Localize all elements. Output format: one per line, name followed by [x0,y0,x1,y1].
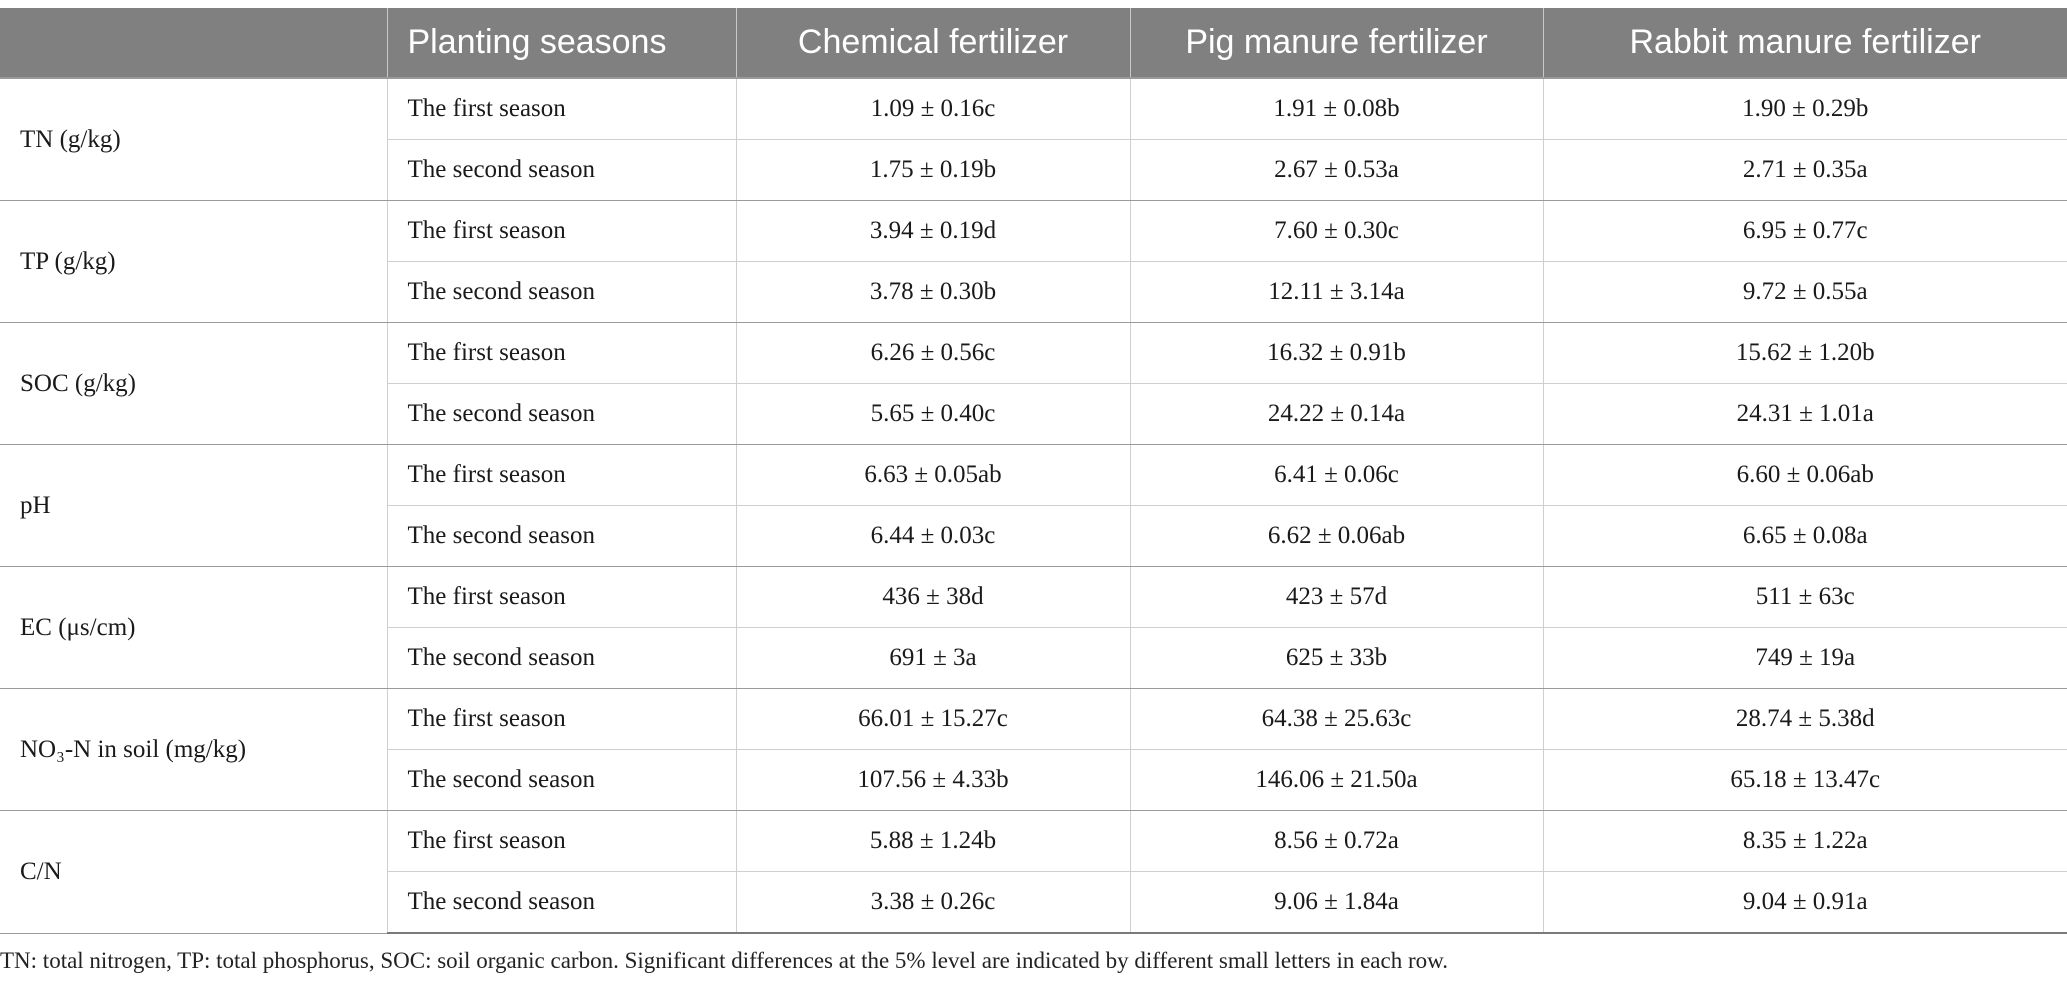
table-row: C/N The first season 5.88 ± 1.24b 8.56 ± 0.… [0,810,2067,934]
season-cell: The second season [386,749,736,811]
header-blank [0,8,387,79]
parameter-cell: pH [0,444,387,567]
value-cell: 16.32 ± 0.91b [1129,322,1543,384]
header-pig-manure-fertilizer: Pig manure fertilizer [1129,8,1543,79]
table-footnote: TN: total nitrogen, TP: total phosphorus… [0,948,1448,973]
value-cell: 107.56 ± 4.33b [735,749,1130,811]
value-cell: 436 ± 38d [735,566,1130,628]
parameter-cell: C/N [0,810,387,934]
value-cell: 1.09 ± 0.16c [735,78,1130,140]
value-cell: 749 ± 19a [1542,627,2067,689]
parameter-cell: TP (g/kg) [0,200,387,323]
season-cell: The first season [386,200,736,262]
value-cell: 6.26 ± 0.56c [735,322,1130,384]
table-row: SOC (g/kg) The first season 6.26 ± 0.56c 16… [0,322,2067,445]
table-row: NO₃-N in soil (mg/kg) The first season 66.… [0,688,2067,811]
value-cell: 6.44 ± 0.03c [735,505,1130,567]
season-cell: The first season [386,566,736,628]
value-cell: 3.78 ± 0.30b [735,261,1130,323]
season-cell: The first season [386,688,736,750]
parameter-cell: TN (g/kg) [0,78,387,201]
season-cell: The second season [386,627,736,689]
value-cell: 691 ± 3a [735,627,1130,689]
value-cell: 66.01 ± 15.27c [735,688,1130,750]
value-cell: 9.72 ± 0.55a [1542,261,2067,323]
table-row: pH The first season 6.63 ± 0.05ab 6.41 ± 0.… [0,444,2067,567]
table-body: TN (g/kg) The first season 1.09 ± 0.16c 1.9… [0,78,2067,934]
value-cell: 9.06 ± 1.84a [1129,871,1543,934]
parameter-cell: NO₃-N in soil (mg/kg) [0,688,387,811]
season-cell: The second season [386,261,736,323]
season-cell: The first season [386,444,736,506]
value-cell: 24.22 ± 0.14a [1129,383,1543,445]
value-cell: 65.18 ± 13.47c [1542,749,2067,811]
value-cell: 8.56 ± 0.72a [1129,810,1543,872]
value-cell: 5.65 ± 0.40c [735,383,1130,445]
season-cell: The second season [386,383,736,445]
value-cell: 6.63 ± 0.05ab [735,444,1130,506]
value-cell: 9.04 ± 0.91a [1542,871,2067,934]
value-cell: 2.67 ± 0.53a [1129,139,1543,201]
value-cell: 3.94 ± 0.19d [735,200,1130,262]
value-cell: 28.74 ± 5.38d [1542,688,2067,750]
value-cell: 24.31 ± 1.01a [1542,383,2067,445]
header-chemical-fertilizer: Chemical fertilizer [735,8,1130,79]
header-row: Planting seasons Chemical fertilizer Pig… [0,8,2067,79]
table-row: The second season 3.78 ± 0.30b 12.11 ± 3.1… [0,261,2067,323]
header-planting-seasons: Planting seasons [386,8,736,79]
value-cell: 6.62 ± 0.06ab [1129,505,1543,567]
table-row: TN (g/kg) The first season 1.09 ± 0.16c 1.9… [0,78,2067,201]
season-cell: The first season [386,78,736,140]
value-cell: 3.38 ± 0.26c [735,871,1130,934]
table-row: The second season 3.38 ± 0.26c 9.06 ± 1.84… [0,871,2067,934]
table-row: TP (g/kg) The first season 3.94 ± 0.19d 7.6… [0,200,2067,323]
value-cell: 1.75 ± 0.19b [735,139,1130,201]
table-row: The second season 107.56 ± 4.33b 146.06 ± … [0,749,2067,811]
season-cell: The second season [386,139,736,201]
value-cell: 146.06 ± 21.50a [1129,749,1543,811]
soil-properties-table: Planting seasons Chemical fertilizer Pig… [0,8,2067,934]
value-cell: 5.88 ± 1.24b [735,810,1130,872]
table-row: The second season 691 ± 3a 625 ± 33b 749 ± … [0,627,2067,689]
value-cell: 12.11 ± 3.14a [1129,261,1543,323]
table-row: EC (μs/cm) The first season 436 ± 38d 423 ±… [0,566,2067,689]
value-cell: 625 ± 33b [1129,627,1543,689]
parameter-cell: SOC (g/kg) [0,322,387,445]
table-row: The second season 6.44 ± 0.03c 6.62 ± 0.06… [0,505,2067,567]
value-cell: 2.71 ± 0.35a [1542,139,2067,201]
value-cell: 6.95 ± 0.77c [1542,200,2067,262]
value-cell: 511 ± 63c [1542,566,2067,628]
season-cell: The second season [386,505,736,567]
value-cell: 423 ± 57d [1129,566,1543,628]
value-cell: 64.38 ± 25.63c [1129,688,1543,750]
season-cell: The first season [386,322,736,384]
table-row: The second season 5.65 ± 0.40c 24.22 ± 0.1… [0,383,2067,445]
header-rabbit-manure-fertilizer: Rabbit manure fertilizer [1542,8,2067,79]
value-cell: 1.91 ± 0.08b [1129,78,1543,140]
season-cell: The second season [386,871,736,934]
parameter-cell: EC (μs/cm) [0,566,387,689]
value-cell: 15.62 ± 1.20b [1542,322,2067,384]
value-cell: 8.35 ± 1.22a [1542,810,2067,872]
value-cell: 6.41 ± 0.06c [1129,444,1543,506]
table-header: Planting seasons Chemical fertilizer Pig… [0,8,2067,79]
value-cell: 6.65 ± 0.08a [1542,505,2067,567]
value-cell: 6.60 ± 0.06ab [1542,444,2067,506]
value-cell: 7.60 ± 0.30c [1129,200,1543,262]
table-row: The second season 1.75 ± 0.19b 2.67 ± 0.53… [0,139,2067,201]
season-cell: The first season [386,810,736,872]
value-cell: 1.90 ± 0.29b [1542,78,2067,140]
